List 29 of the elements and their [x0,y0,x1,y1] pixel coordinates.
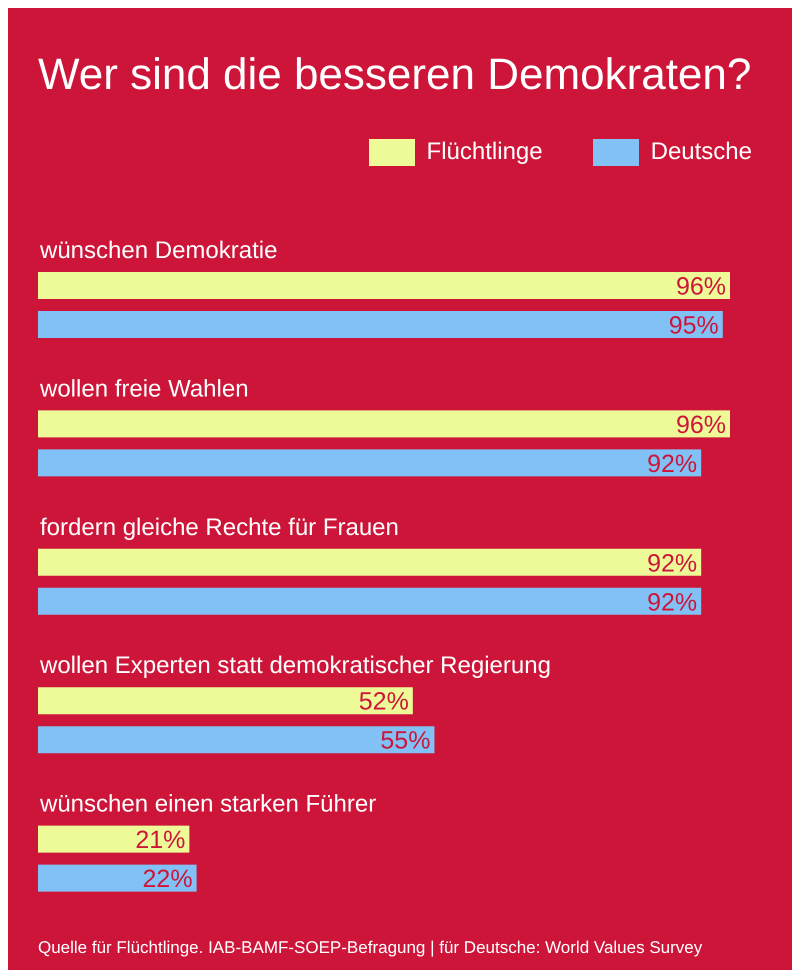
data-label: 92% [647,588,698,616]
data-label: 92% [647,450,698,478]
bar [38,687,413,714]
y-tick-label: fordern gleiche Rechte für Frauen [40,514,399,541]
bar [38,410,730,438]
bar [38,588,702,615]
bar [38,311,723,338]
bar [38,826,190,853]
data-label: 92% [647,549,698,578]
y-tick-label: wollen freie Wahlen [39,375,249,402]
data-label: 96% [676,410,726,439]
bar [38,726,434,754]
source-note: Quelle für Flüchtlinge. IAB-BAMF-SOEP-Befragung | für Deutsche: World Values Survey [38,938,702,958]
data-label: 96% [676,272,726,300]
y-tick-label: wünschen Demokratie [39,237,278,264]
data-label: 55% [380,726,430,755]
bar [38,548,702,576]
data-label: 21% [135,826,186,854]
data-label: 95% [668,312,719,340]
data-label: 52% [358,688,409,716]
chart-title: Wer sind die besseren Demokraten? [38,50,752,100]
bar [38,449,702,476]
legend-label: Deutsche [650,138,752,166]
y-tick-label: wollen Experten statt demokratischer Regierung [39,652,551,680]
legend-label: Flüchtlinge [426,138,543,166]
y-tick-label: wünschen einen starken Führer [39,790,376,818]
data-label: 22% [142,865,193,894]
bar [38,864,197,892]
bar [38,272,730,299]
